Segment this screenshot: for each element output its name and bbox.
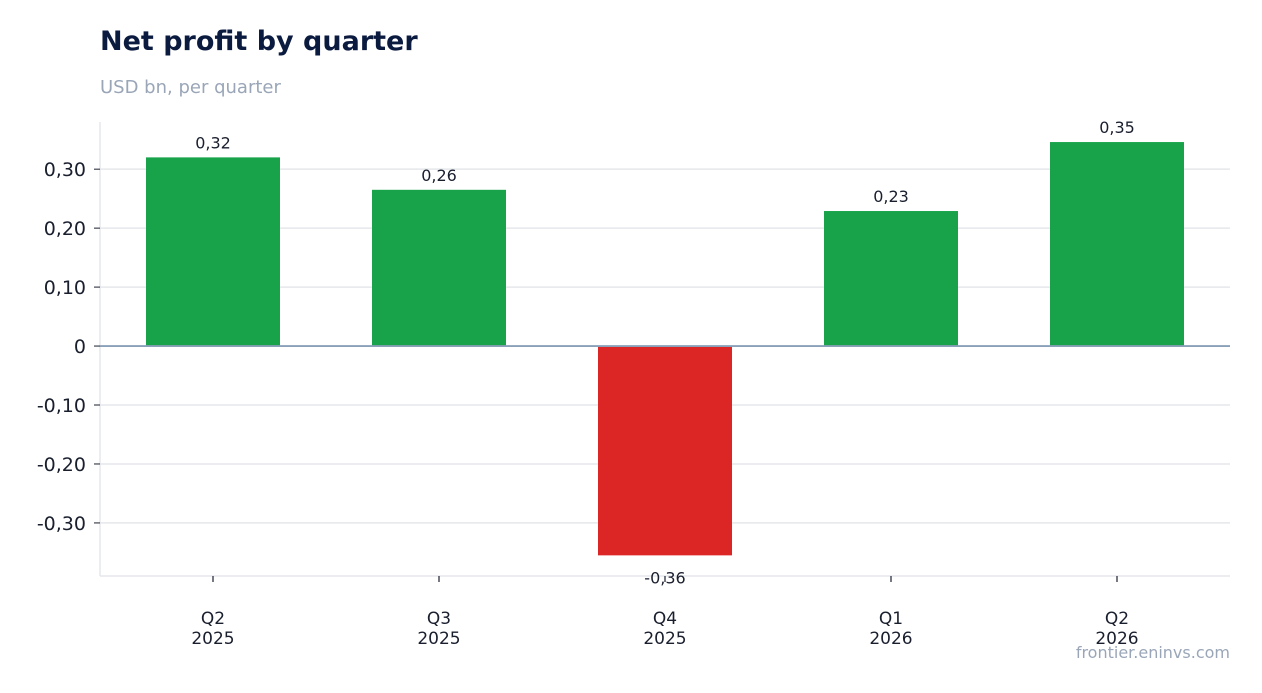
x-tick-label: 2025	[191, 629, 234, 649]
value-label: 0,23	[873, 187, 909, 206]
x-tick-label: Q1	[879, 609, 903, 629]
x-tick-label: Q2	[201, 609, 225, 629]
axis-layer: 0,300,200,100-0,10-0,20-0,30Q22025Q32025…	[37, 122, 1230, 649]
y-tick-label: 0,10	[44, 277, 86, 299]
x-tick-label: 2025	[643, 629, 686, 649]
y-tick-label: 0	[74, 336, 86, 358]
x-tick-label: 2026	[869, 629, 912, 649]
value-label: -0,36	[644, 568, 685, 587]
bars-layer	[146, 142, 1184, 556]
bar	[372, 189, 506, 347]
value-label: 0,26	[421, 166, 457, 185]
x-tick-label: 2025	[417, 629, 460, 649]
y-tick-label: -0,30	[37, 513, 86, 535]
value-label: 0,32	[195, 133, 231, 152]
y-tick-label: 0,30	[44, 159, 86, 181]
chart-subtitle: USD bn, per quarter	[100, 77, 281, 98]
y-tick-label: -0,20	[37, 454, 86, 476]
value-label: 0,35	[1099, 118, 1135, 137]
x-tick-label: 2026	[1095, 629, 1138, 649]
labels-layer: 0,32 0,26 -0,36 0,23 0,35	[100, 118, 1230, 587]
source-note: frontier.eninvs.com	[1075, 643, 1230, 662]
x-tick-label: Q3	[427, 609, 451, 629]
bar	[146, 157, 280, 347]
bar	[598, 346, 732, 556]
bar	[1050, 142, 1184, 347]
x-tick-label: Q2	[1105, 609, 1129, 629]
bar	[824, 211, 958, 347]
y-tick-label: -0,10	[37, 395, 86, 417]
x-tick-label: Q4	[653, 609, 677, 629]
y-tick-label: 0,20	[44, 218, 86, 240]
chart-title: Net profit by quarter	[100, 26, 418, 57]
